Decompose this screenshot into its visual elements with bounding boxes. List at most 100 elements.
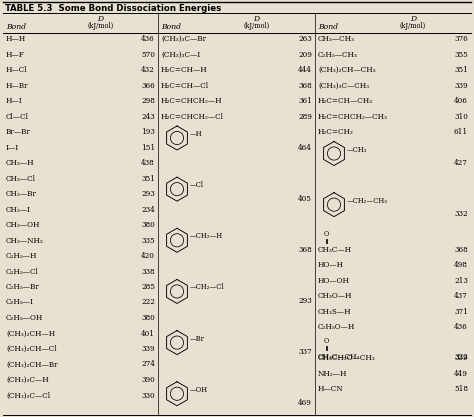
Text: O: O [323,337,328,345]
Text: H—Cl: H—Cl [6,66,27,74]
Text: 498: 498 [454,261,468,269]
Text: 361: 361 [298,97,312,105]
Text: H₂C=CHCH₂—H: H₂C=CHCH₂—H [161,97,223,105]
Text: C₂H₅—Br: C₂H₅—Br [6,283,40,291]
Text: 436: 436 [454,323,468,331]
Text: 310: 310 [454,113,468,121]
Text: 293: 293 [298,297,312,305]
Text: 390: 390 [141,376,155,384]
Text: 611: 611 [454,128,468,136]
Text: (CH₃)₂CH—CH₃: (CH₃)₂CH—CH₃ [318,66,375,74]
Text: (kJ/mol): (kJ/mol) [400,22,426,30]
Text: 380: 380 [141,314,155,322]
Text: ABLE 5.3  Some Bond Dissociation Energies: ABLE 5.3 Some Bond Dissociation Energies [10,4,221,13]
Text: 351: 351 [141,174,155,183]
Text: CH₃C—H: CH₃C—H [318,246,352,254]
Text: 518: 518 [454,385,468,393]
Text: D: D [98,15,103,23]
Text: 351: 351 [454,66,468,74]
Text: 469: 469 [298,399,312,407]
Text: CH₃—CH₃: CH₃—CH₃ [318,35,355,43]
Text: 222: 222 [141,299,155,306]
Text: 436: 436 [141,35,155,43]
Text: C₂H₅—Cl: C₂H₅—Cl [6,267,39,276]
Text: —CH₂—H: —CH₂—H [190,232,223,240]
Text: 420: 420 [141,252,155,260]
Text: —Br: —Br [190,334,205,343]
Text: 368: 368 [454,246,468,254]
Text: 289: 289 [298,113,312,121]
Text: 339: 339 [455,81,468,90]
Text: (CH₃)₃C—I: (CH₃)₃C—I [161,50,200,58]
Text: T: T [5,4,11,13]
Text: 570: 570 [141,50,155,58]
Text: (CH₃)₃C—Br: (CH₃)₃C—Br [161,35,206,43]
Text: Bond: Bond [318,23,338,31]
Text: 332: 332 [455,210,468,218]
Text: —OH: —OH [190,386,208,394]
Text: 209: 209 [298,50,312,58]
Text: 449: 449 [454,370,468,378]
Text: 337: 337 [298,348,312,356]
Text: 406: 406 [454,97,468,105]
Text: 464: 464 [298,143,312,151]
Text: —CH₂—CH₃: —CH₂—CH₃ [347,197,388,205]
Text: 285: 285 [141,283,155,291]
Text: CH₃C—CH₃: CH₃C—CH₃ [318,353,361,361]
Text: (CH₃)₂CH—Cl: (CH₃)₂CH—Cl [6,345,56,353]
Text: 371: 371 [454,308,468,316]
Text: Cl—Cl: Cl—Cl [6,113,29,121]
Text: Bond: Bond [161,23,181,31]
Text: 322: 322 [454,353,468,361]
Text: 335: 335 [141,236,155,244]
Text: I—I: I—I [6,143,19,151]
Text: CH₃CH₂O—CH₃: CH₃CH₂O—CH₃ [318,354,376,362]
Text: —CH₃: —CH₃ [347,146,367,153]
Text: H₂C=CH₂: H₂C=CH₂ [318,128,354,136]
Text: H—H: H—H [6,35,26,43]
Text: O: O [323,230,328,238]
Text: 339: 339 [141,345,155,353]
Text: 263: 263 [298,35,312,43]
Text: (kJ/mol): (kJ/mol) [87,22,114,30]
Text: NH₂—H: NH₂—H [318,370,347,378]
Text: 151: 151 [141,143,155,151]
Text: C₂H₅—CH₃: C₂H₅—CH₃ [318,50,358,58]
Text: 330: 330 [141,392,155,399]
Text: 366: 366 [141,81,155,90]
Text: 437: 437 [454,292,468,300]
Text: 243: 243 [141,113,155,121]
Text: (CH₃)₃C—CH₃: (CH₃)₃C—CH₃ [318,81,369,90]
Text: C₂H₅—H: C₂H₅—H [6,252,37,260]
Text: H—I: H—I [6,97,23,105]
Text: (kJ/mol): (kJ/mol) [243,22,270,30]
Text: 427: 427 [454,159,468,167]
Text: D: D [254,15,260,23]
Text: C₂H₅—I: C₂H₅—I [6,299,34,306]
Text: H₂C=CHCH₂—Cl: H₂C=CHCH₂—Cl [161,113,224,121]
Text: 401: 401 [141,329,155,337]
Text: 213: 213 [454,277,468,285]
Text: H₂C=CH—Cl: H₂C=CH—Cl [161,81,209,90]
Text: HO—OH: HO—OH [318,277,350,285]
Text: 234: 234 [141,206,155,214]
Text: D: D [410,15,416,23]
Text: HO—H: HO—H [318,261,344,269]
Text: 368: 368 [298,246,312,254]
Text: 193: 193 [141,128,155,136]
Text: CH₃—Cl: CH₃—Cl [6,174,36,183]
Text: H—F: H—F [6,50,25,58]
Text: (CH₃)₃C—Cl: (CH₃)₃C—Cl [6,392,50,399]
Text: CH₃—I: CH₃—I [6,206,31,214]
Text: 438: 438 [141,159,155,167]
Text: —CH₂—Cl: —CH₂—Cl [190,284,225,291]
Text: 338: 338 [141,267,155,276]
Text: 293: 293 [141,190,155,198]
Text: H₂C=CHCH₂—CH₃: H₂C=CHCH₂—CH₃ [318,113,388,121]
Text: CH₃—H: CH₃—H [6,159,35,167]
Text: CH₃—Br: CH₃—Br [6,190,37,198]
Text: —H: —H [190,130,202,138]
Text: CH₃O—H: CH₃O—H [318,292,353,300]
Text: CH₃—OH: CH₃—OH [6,221,40,229]
Text: 368: 368 [298,81,312,90]
